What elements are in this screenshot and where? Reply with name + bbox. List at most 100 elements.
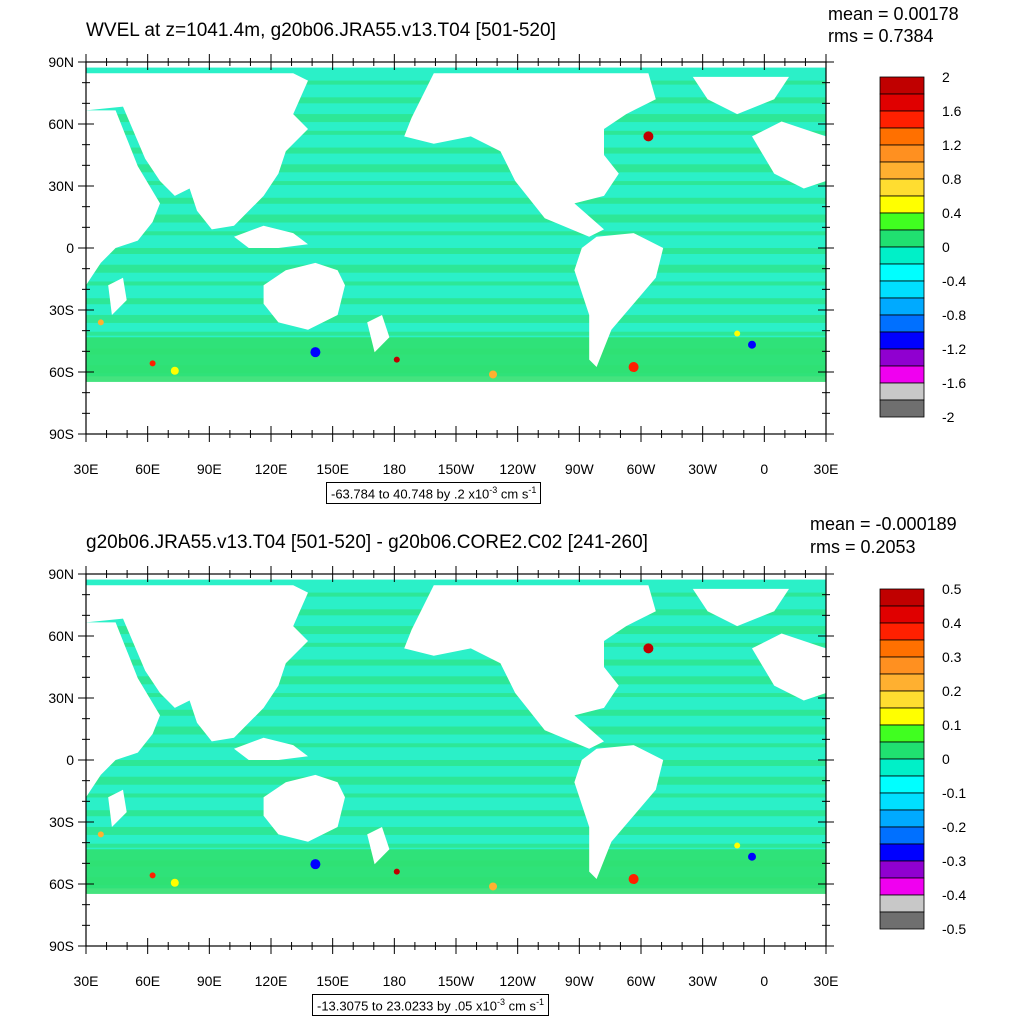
- lon-tick-label: 90W: [565, 461, 595, 477]
- lon-tick-label: 0: [760, 461, 768, 477]
- variance-speckle: [643, 643, 654, 654]
- colorbar-swatch: [879, 314, 925, 333]
- colorbar-label: 1.6: [942, 103, 962, 119]
- colorbar-swatch: [879, 110, 925, 129]
- colorbar-swatch: [879, 690, 925, 709]
- lon-tick-label: 120W: [499, 973, 536, 989]
- land-africa: [86, 622, 160, 798]
- land-madagascar: [108, 789, 127, 827]
- lon-tick-label: 30E: [814, 973, 839, 989]
- ocean-band: [86, 776, 826, 785]
- colorbar-swatch: [879, 809, 925, 828]
- colorbar-label: 0.2: [942, 683, 962, 699]
- colorbar-swatch: [879, 826, 925, 845]
- lat-tick-label: 0: [66, 240, 74, 256]
- ocean-band: [86, 659, 826, 666]
- land-europe: [752, 121, 826, 189]
- ocean-band: [86, 281, 826, 286]
- lon-tick-label: 150E: [316, 973, 349, 989]
- land-madagascar: [108, 277, 127, 315]
- lon-tick-label: 60W: [627, 973, 657, 989]
- colorbar-swatch: [879, 382, 925, 401]
- variance-speckle: [628, 874, 639, 885]
- colorbar-label: 0.4: [942, 205, 962, 221]
- colorbar-swatch: [879, 860, 925, 879]
- map-panel-2: g20b06.JRA55.v13.T04 [501-520] - g20b06.…: [0, 512, 1024, 1024]
- lat-tick-label: 60S: [49, 364, 74, 380]
- lon-tick-label: 120E: [255, 973, 288, 989]
- variance-speckle: [643, 131, 654, 142]
- ocean-band: [86, 826, 826, 835]
- colorbar-swatch: [879, 792, 925, 811]
- ocean-band: [86, 197, 826, 204]
- range-unit-exponent: -1: [536, 997, 545, 1007]
- colorbar-swatch: [879, 707, 925, 726]
- contour-range-box: -63.784 to 40.748 by .2 x10-3 cm s-1: [326, 482, 542, 505]
- colorbar-swatch: [879, 741, 925, 760]
- colorbar-label: -0.3: [942, 853, 966, 869]
- range-unit: cm s: [505, 998, 537, 1014]
- mean-value: mean = -0.000189: [810, 514, 957, 534]
- lat-tick-label: 60N: [48, 628, 74, 644]
- lat-tick-label: 60N: [48, 116, 74, 132]
- colorbar-label: 2: [942, 69, 950, 85]
- rms-value: rms = 0.7384: [828, 26, 934, 46]
- land-south-america: [574, 745, 664, 879]
- land-indonesia: [234, 225, 308, 248]
- ocean-band: [86, 743, 826, 748]
- colorbar-swatch: [879, 656, 925, 675]
- colorbar-swatch: [879, 348, 925, 367]
- ocean-band: [86, 181, 826, 186]
- colorbar-swatch: [879, 588, 925, 607]
- lon-tick-label: 30W: [688, 973, 718, 989]
- colorbar-swatch: [879, 331, 925, 350]
- lon-tick-label: 60W: [627, 461, 657, 477]
- colorbar-swatch: [879, 724, 925, 743]
- range-text: -63.784 to 40.748 by .2 x10: [331, 486, 490, 502]
- lat-tick-label: 30N: [48, 178, 74, 194]
- land-north-america: [404, 585, 656, 749]
- map-panel-1: WVEL at z=1041.4m, g20b06.JRA55.v13.T04 …: [48, 4, 966, 505]
- colorbar-swatch: [879, 622, 925, 641]
- lon-tick-label: 150E: [316, 461, 349, 477]
- lon-tick-label: 150W: [438, 973, 475, 989]
- colorbar-label: -2: [942, 409, 955, 425]
- ocean-band: [86, 331, 826, 336]
- panel-title: WVEL at z=1041.4m, g20b06.JRA55.v13.T04 …: [86, 20, 556, 41]
- ocean-band: [86, 264, 826, 273]
- colorbar-swatch: [879, 229, 925, 248]
- colorbar-label: -0.4: [942, 887, 966, 903]
- variance-speckle: [310, 347, 321, 358]
- lon-tick-label: 60E: [135, 461, 160, 477]
- colorbar-swatch: [879, 127, 925, 146]
- land-antarctica: [86, 897, 826, 946]
- land-africa: [86, 110, 160, 286]
- rms-value: rms = 0.2053: [810, 537, 916, 557]
- variance-speckle: [97, 319, 104, 326]
- colorbar-label: -0.4: [942, 273, 966, 289]
- lat-tick-label: 60S: [49, 876, 74, 892]
- map-figure: 90N 60N 30N 0 30S 60S 90S 30E 60E 90E 120E 150E 180 1…: [48, 54, 966, 477]
- lat-tick-label: 30N: [48, 690, 74, 706]
- colorbar-label: -1.6: [942, 375, 966, 391]
- variance-speckle: [170, 878, 179, 887]
- land-new-zealand: [367, 315, 390, 353]
- land-indonesia: [234, 737, 308, 760]
- variance-speckle: [489, 882, 497, 891]
- land-antarctica: [86, 385, 826, 434]
- lon-tick-label: 30E: [814, 461, 839, 477]
- southern-ocean-band: [86, 337, 826, 382]
- colorbar-swatch: [879, 365, 925, 384]
- variance-speckle: [734, 842, 741, 849]
- colorbar-swatch: [879, 212, 925, 231]
- colorbar-swatch: [879, 93, 925, 112]
- ocean-band: [86, 726, 826, 735]
- ocean-band: [86, 214, 826, 223]
- variance-speckle: [393, 356, 400, 363]
- variance-speckle: [149, 872, 156, 879]
- land-greenland: [692, 588, 789, 627]
- colorbar-label: 0.1: [942, 717, 962, 733]
- colorbar-label: 0: [942, 751, 950, 767]
- colorbar-swatch: [879, 775, 925, 794]
- variance-speckle: [393, 868, 400, 875]
